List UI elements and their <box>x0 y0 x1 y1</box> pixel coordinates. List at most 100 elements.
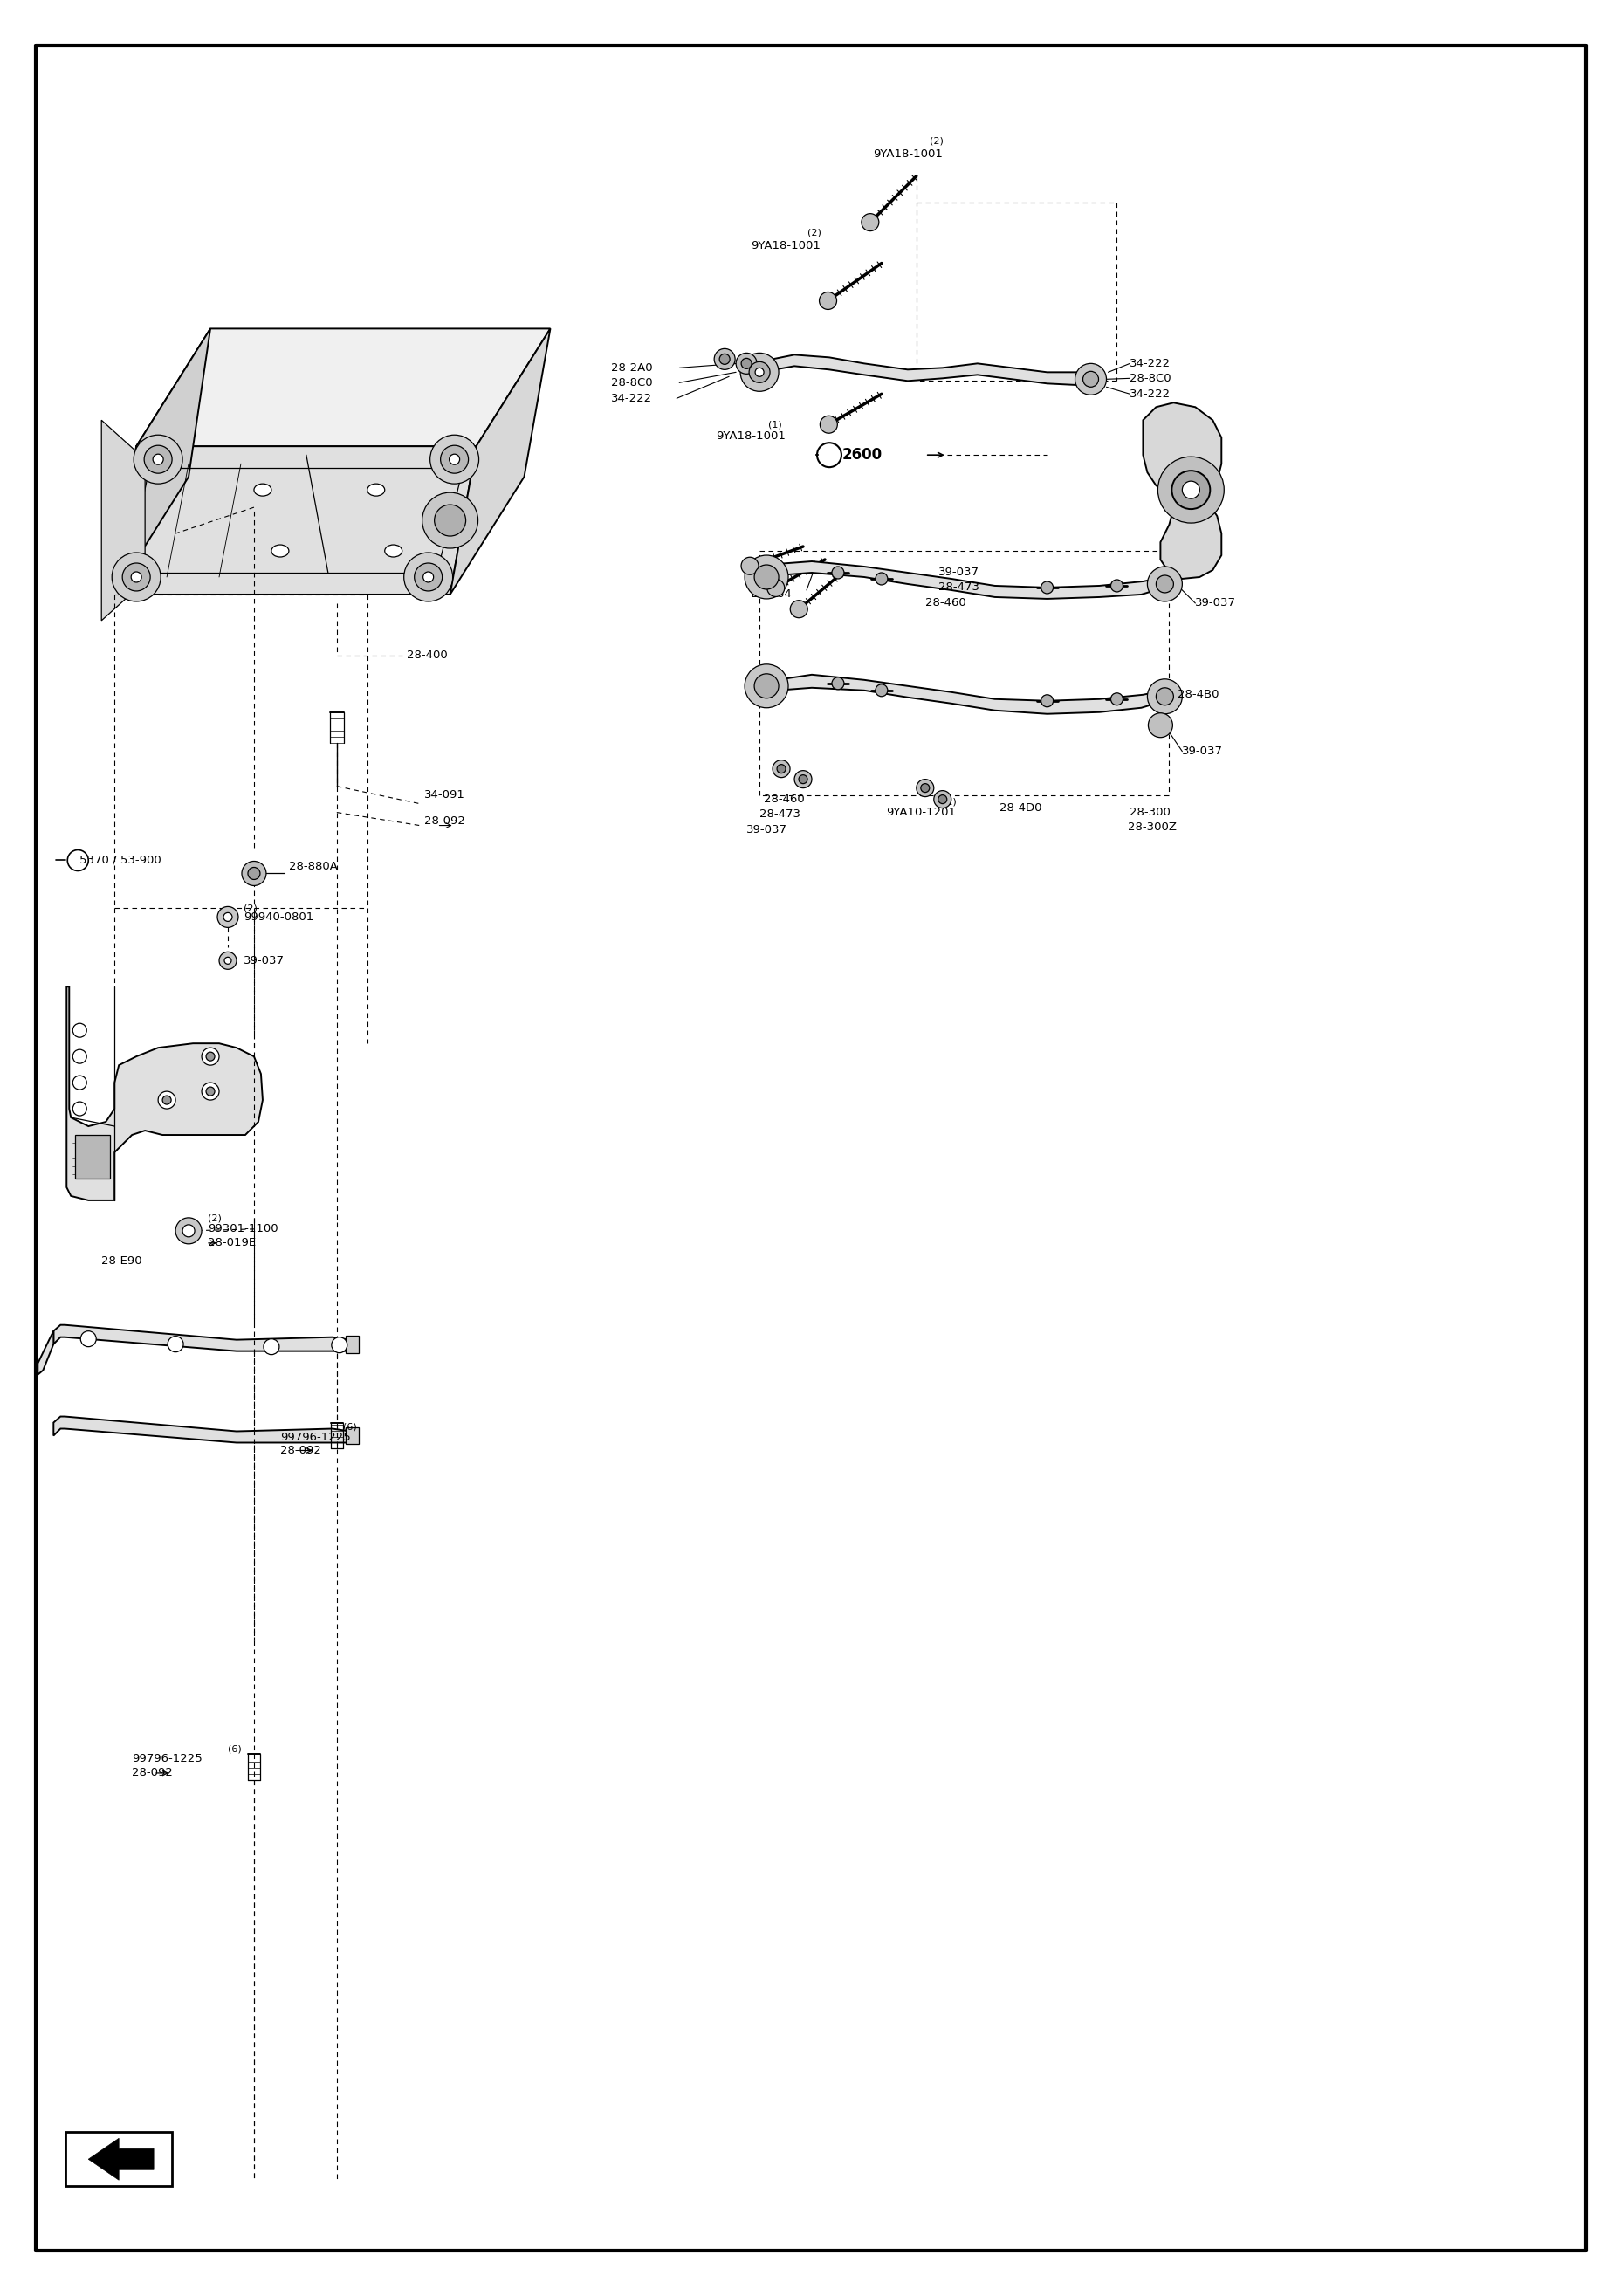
Circle shape <box>741 358 751 370</box>
Circle shape <box>404 553 452 602</box>
Circle shape <box>776 765 785 774</box>
Text: FWD: FWD <box>102 2174 126 2183</box>
Text: 2600: 2600 <box>841 448 882 464</box>
Text: 28-473: 28-473 <box>759 808 801 820</box>
Text: 28-E90: 28-E90 <box>102 1256 143 1267</box>
Text: 28-2A0: 28-2A0 <box>611 363 653 374</box>
Circle shape <box>434 505 465 535</box>
Circle shape <box>144 445 172 473</box>
Circle shape <box>201 1084 219 1100</box>
Circle shape <box>832 567 843 579</box>
Circle shape <box>832 677 843 689</box>
Text: (2): (2) <box>807 227 820 236</box>
Text: 28-460: 28-460 <box>924 597 966 608</box>
Circle shape <box>736 354 757 374</box>
Text: 9YA18-1001: 9YA18-1001 <box>715 429 785 441</box>
Circle shape <box>133 434 183 484</box>
Circle shape <box>1041 696 1052 707</box>
Polygon shape <box>66 987 263 1201</box>
Text: 39-037: 39-037 <box>746 824 788 836</box>
Text: 28-300: 28-300 <box>1130 806 1170 817</box>
Circle shape <box>1083 372 1097 388</box>
Circle shape <box>122 563 151 590</box>
Circle shape <box>921 783 929 792</box>
Text: 28-092: 28-092 <box>280 1444 321 1456</box>
Circle shape <box>206 1052 214 1061</box>
Polygon shape <box>763 675 1164 714</box>
Circle shape <box>789 599 807 618</box>
Circle shape <box>819 292 836 310</box>
Polygon shape <box>75 1134 110 1178</box>
Circle shape <box>713 349 734 370</box>
Circle shape <box>1148 714 1172 737</box>
Circle shape <box>73 1102 86 1116</box>
Circle shape <box>1156 689 1174 705</box>
Text: 99796-1225: 99796-1225 <box>131 1754 203 1766</box>
Ellipse shape <box>254 484 271 496</box>
Ellipse shape <box>384 544 402 558</box>
Circle shape <box>81 1332 96 1348</box>
Text: 99301-1100: 99301-1100 <box>207 1224 279 1235</box>
Circle shape <box>264 1339 279 1355</box>
Text: (6): (6) <box>227 1745 242 1754</box>
Circle shape <box>413 563 443 590</box>
Circle shape <box>157 1091 175 1109</box>
Circle shape <box>219 953 237 969</box>
Circle shape <box>798 776 807 783</box>
Text: 34-222: 34-222 <box>611 393 652 404</box>
Polygon shape <box>37 1332 53 1375</box>
Circle shape <box>916 778 934 797</box>
Circle shape <box>794 771 812 788</box>
Circle shape <box>820 416 836 434</box>
Circle shape <box>421 491 478 549</box>
Circle shape <box>749 363 770 383</box>
Circle shape <box>1041 581 1052 595</box>
Text: 28-8C0: 28-8C0 <box>1130 372 1170 383</box>
Text: 28-092: 28-092 <box>423 815 465 827</box>
Circle shape <box>739 354 778 390</box>
Circle shape <box>449 455 459 464</box>
Circle shape <box>112 553 160 602</box>
Circle shape <box>755 367 763 377</box>
Circle shape <box>217 907 238 928</box>
Circle shape <box>1146 680 1182 714</box>
Circle shape <box>152 455 164 464</box>
Circle shape <box>1170 471 1209 510</box>
Text: 39-037: 39-037 <box>1182 746 1222 758</box>
Polygon shape <box>115 328 211 595</box>
Text: (1): (1) <box>942 797 956 806</box>
Text: 34-222: 34-222 <box>1130 358 1170 370</box>
Text: 5370 / 53-900: 5370 / 53-900 <box>79 854 162 866</box>
Circle shape <box>73 1049 86 1063</box>
Polygon shape <box>53 1417 350 1442</box>
Text: 34-091: 34-091 <box>423 790 465 801</box>
Text: 28-460: 28-460 <box>763 794 804 806</box>
Circle shape <box>754 673 778 698</box>
Circle shape <box>1156 576 1174 592</box>
Circle shape <box>206 1086 214 1095</box>
Circle shape <box>201 1047 219 1065</box>
Circle shape <box>1182 482 1200 498</box>
Circle shape <box>1157 457 1224 523</box>
Text: 28-400: 28-400 <box>407 650 447 661</box>
Circle shape <box>741 558 759 574</box>
Circle shape <box>167 1336 183 1352</box>
Polygon shape <box>451 328 550 595</box>
Text: (2): (2) <box>243 905 258 912</box>
Polygon shape <box>345 1336 358 1352</box>
Circle shape <box>1110 579 1122 592</box>
Text: (1): (1) <box>768 420 781 429</box>
Circle shape <box>73 1075 86 1091</box>
Circle shape <box>875 572 887 585</box>
Circle shape <box>1110 693 1122 705</box>
Text: 34-222: 34-222 <box>1130 388 1170 400</box>
Text: 9YA18-1001: 9YA18-1001 <box>872 149 942 161</box>
Circle shape <box>224 912 232 921</box>
Polygon shape <box>345 1426 358 1444</box>
Text: 9YA18-1001: 9YA18-1001 <box>751 241 820 253</box>
Circle shape <box>767 579 785 597</box>
Text: (2): (2) <box>929 138 943 145</box>
Circle shape <box>331 1336 347 1352</box>
Polygon shape <box>53 1325 350 1350</box>
Circle shape <box>861 214 879 232</box>
